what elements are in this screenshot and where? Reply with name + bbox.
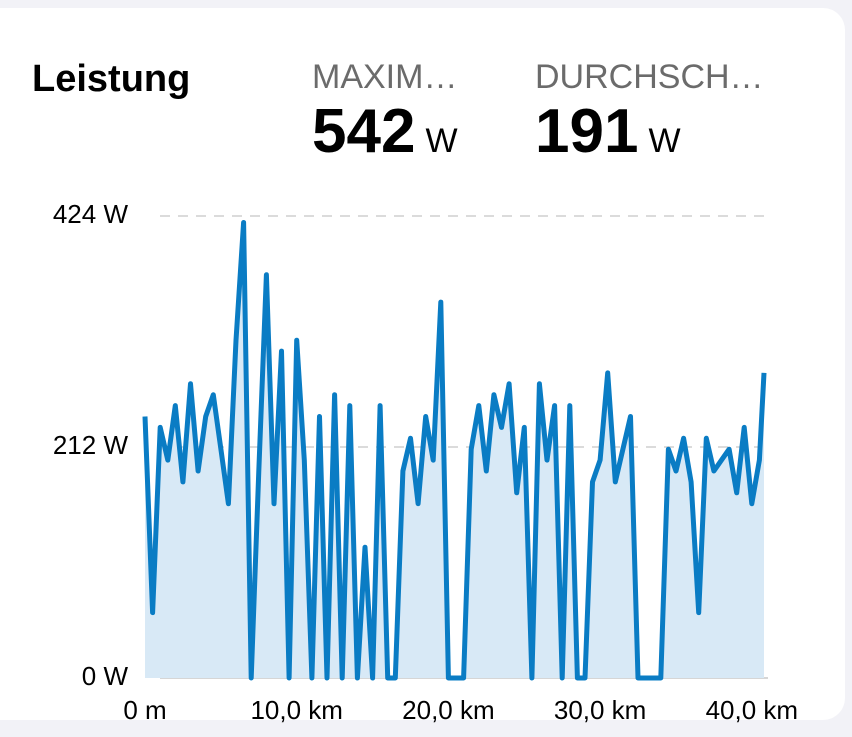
stat-unit: W [425, 122, 458, 160]
stat-label: DURCHSCH… [535, 58, 764, 96]
area [145, 222, 764, 678]
x-tick-label: 10,0 km [250, 695, 343, 725]
y-tick-label: 212 W [53, 430, 129, 460]
x-tick-label: 0 m [123, 695, 166, 725]
x-tick-label: 20,0 km [402, 695, 495, 725]
y-tick-label: 424 W [53, 199, 129, 229]
stat-value: 191 [535, 97, 639, 166]
stat-avg: DURCHSCH… 191 W [535, 58, 764, 167]
stat-unit: W [648, 122, 681, 160]
x-tick-label: 30,0 km [554, 695, 647, 725]
stat-max: MAXIM… 542 W [312, 58, 458, 167]
chart: 0 W 212 W 424 W 0 m 10,0 km 20,0 km 30,0 km 40,… [53, 199, 797, 725]
x-tick-label: 40,0 km [706, 695, 797, 725]
line [142, 220, 767, 681]
stat-value: 542 [312, 97, 416, 166]
stat-label: MAXIM… [312, 58, 458, 96]
y-tick-label: 0 W [82, 661, 129, 691]
title: Leistung [32, 58, 191, 100]
